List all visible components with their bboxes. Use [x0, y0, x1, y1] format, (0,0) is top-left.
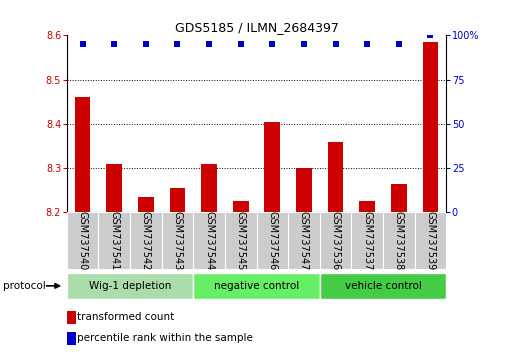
Bar	[225, 212, 256, 269]
Point	[205, 41, 213, 47]
Point	[268, 41, 277, 47]
Bar	[264, 122, 280, 212]
Bar	[256, 212, 288, 269]
Bar	[162, 212, 193, 269]
Bar	[67, 332, 76, 345]
Text: GSM737540: GSM737540	[77, 211, 88, 270]
Text: GSM737536: GSM737536	[330, 211, 341, 270]
Bar	[415, 212, 446, 269]
Point	[300, 41, 308, 47]
Point	[331, 41, 340, 47]
Point	[394, 41, 403, 47]
Text: vehicle control: vehicle control	[345, 281, 422, 291]
Text: GSM737537: GSM737537	[362, 211, 372, 270]
Bar	[391, 184, 407, 212]
Bar	[233, 201, 249, 212]
Text: transformed count: transformed count	[77, 312, 174, 322]
Bar	[320, 273, 446, 299]
Title: GDS5185 / ILMN_2684397: GDS5185 / ILMN_2684397	[174, 21, 339, 34]
Point	[236, 41, 245, 47]
Text: percentile rank within the sample: percentile rank within the sample	[77, 333, 253, 343]
Bar	[130, 212, 162, 269]
Text: GSM737547: GSM737547	[299, 211, 309, 270]
Bar	[351, 212, 383, 269]
Point	[363, 41, 371, 47]
Text: protocol: protocol	[3, 281, 45, 291]
Bar	[106, 164, 122, 212]
Bar	[423, 42, 439, 212]
Point	[110, 41, 118, 47]
Bar	[98, 212, 130, 269]
Bar	[288, 212, 320, 269]
Bar	[138, 197, 154, 212]
Text: GSM737545: GSM737545	[235, 211, 246, 270]
Bar	[67, 311, 76, 324]
Text: Wig-1 depletion: Wig-1 depletion	[89, 281, 171, 291]
Bar	[201, 164, 217, 212]
Text: GSM737543: GSM737543	[172, 211, 183, 270]
Point	[173, 41, 182, 47]
Text: GSM737539: GSM737539	[425, 211, 436, 270]
Text: negative control: negative control	[214, 281, 299, 291]
Bar	[328, 142, 344, 212]
Bar	[193, 273, 320, 299]
Bar	[67, 212, 98, 269]
Text: GSM737538: GSM737538	[394, 211, 404, 270]
Text: GSM737544: GSM737544	[204, 211, 214, 270]
Bar	[320, 212, 351, 269]
Bar	[169, 188, 185, 212]
Point	[78, 41, 87, 47]
Bar	[74, 97, 90, 212]
Bar	[383, 212, 415, 269]
Bar	[193, 212, 225, 269]
Point	[142, 41, 150, 47]
Bar	[296, 168, 312, 212]
Bar	[67, 273, 193, 299]
Text: GSM737542: GSM737542	[141, 211, 151, 270]
Text: GSM737541: GSM737541	[109, 211, 119, 270]
Text: GSM737546: GSM737546	[267, 211, 278, 270]
Bar	[359, 201, 375, 212]
Point	[426, 33, 435, 38]
